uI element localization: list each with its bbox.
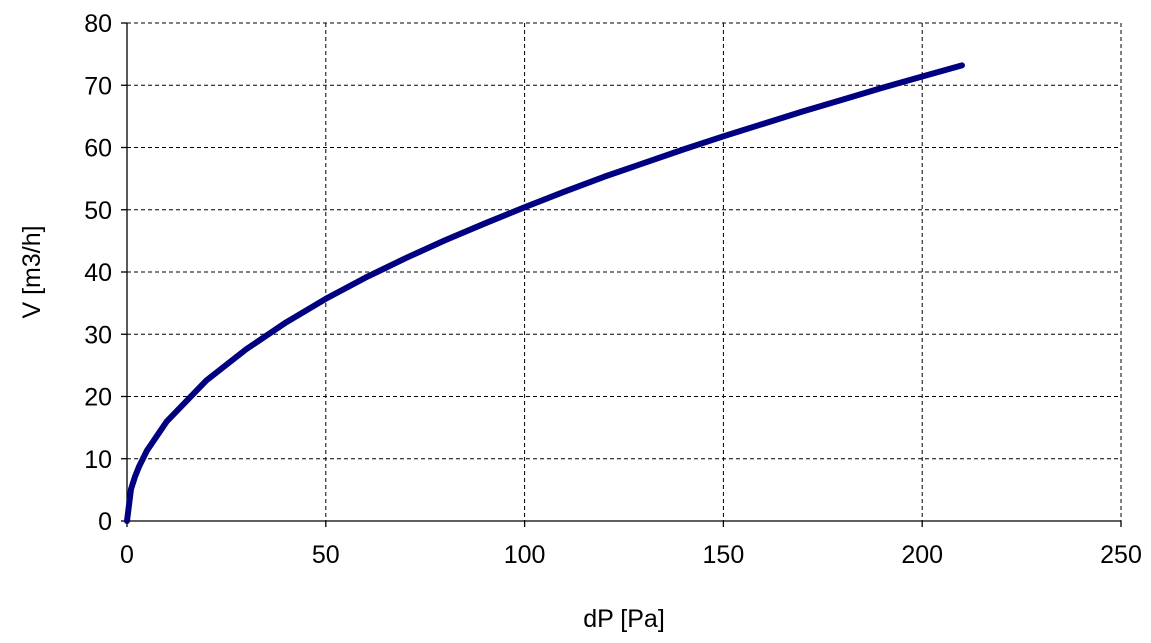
y-tick-label: 50 (84, 197, 112, 225)
x-tick-label: 150 (703, 541, 745, 569)
y-tick-label: 40 (84, 259, 112, 287)
y-tick-label: 70 (84, 72, 112, 100)
x-tick-label: 50 (312, 541, 340, 569)
y-tick-label: 60 (84, 135, 112, 163)
x-tick-labels: 0 50 100 150 200 250 (120, 541, 1142, 569)
y-tick-labels: 0 10 20 30 40 50 60 70 80 (84, 10, 112, 536)
y-axis-title: V [m3/h] (18, 225, 46, 318)
series (124, 62, 965, 524)
y-tick-label: 30 (84, 321, 112, 349)
y-tick-label: 10 (84, 446, 112, 474)
series-line-0 (124, 62, 965, 524)
y-tick-label: 80 (84, 10, 112, 38)
x-tick-label: 100 (504, 541, 546, 569)
y-tick-label: 20 (84, 384, 112, 412)
x-tick-label: 200 (901, 541, 943, 569)
tick-marks (121, 22, 1122, 527)
grid (127, 22, 1122, 521)
x-axis-title: dP [Pa] (583, 605, 665, 633)
y-tick-label: 0 (98, 508, 112, 536)
x-tick-label: 0 (120, 541, 134, 569)
x-tick-label: 250 (1100, 541, 1142, 569)
